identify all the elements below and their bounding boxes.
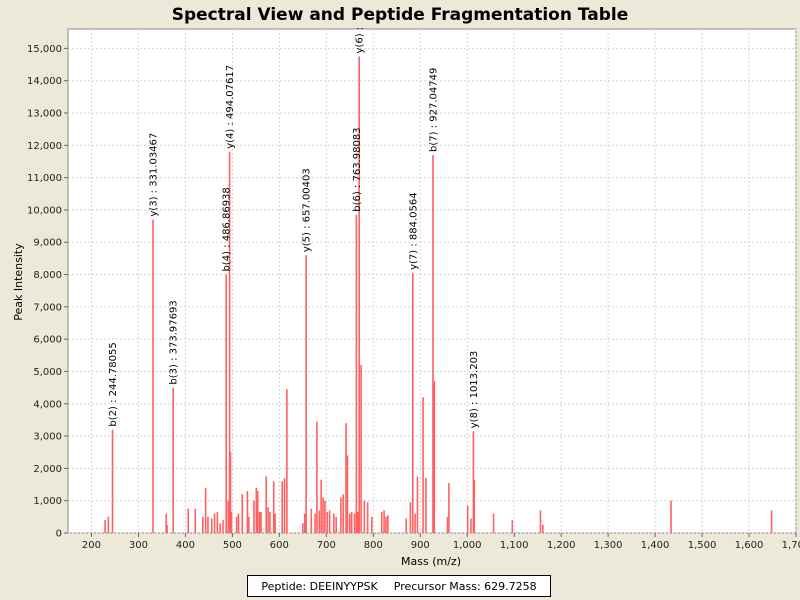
y-tick-label: 12,000	[27, 141, 62, 152]
y-tick-label: 14,000	[27, 76, 62, 87]
y-tick-label: 8,000	[33, 270, 62, 281]
x-tick-label: 800	[364, 540, 383, 551]
x-tick-label: 300	[129, 540, 148, 551]
y-tick-label: 13,000	[27, 109, 62, 120]
x-tick-label: 1,500	[688, 540, 717, 551]
peak-annotation: b(3) : 373.97693	[169, 300, 180, 384]
x-tick-label: 700	[317, 540, 336, 551]
y-tick-label: 0	[56, 529, 62, 540]
y-tick-label: 1,000	[33, 496, 62, 507]
y-tick-label: 11,000	[27, 173, 62, 184]
y-tick-label: 9,000	[33, 238, 62, 249]
peak-annotation: y(8) : 1013.203	[469, 351, 480, 429]
peak-annotation: b(2) : 244.78055	[108, 342, 119, 426]
y-tick-label: 7,000	[33, 302, 62, 313]
x-tick-label: 1,300	[594, 540, 623, 551]
x-tick-label: 900	[411, 540, 430, 551]
y-tick-label: 4,000	[33, 399, 62, 410]
y-tick-label: 15,000	[27, 44, 62, 55]
peak-annotation: y(3) : 331.03467	[149, 133, 160, 217]
peak-annotation: y(4) : 494.07617	[225, 65, 236, 149]
x-tick-label: 600	[270, 540, 289, 551]
gridlines	[68, 29, 797, 534]
x-axis-label: Mass (m/z)	[401, 555, 461, 568]
x-tick-label: 1,700	[782, 540, 800, 551]
chart-title: Spectral View and Peptide Fragmentation …	[172, 5, 629, 25]
y-tick-label: 3,000	[33, 432, 62, 443]
x-tick-label: 1,400	[641, 540, 670, 551]
x-tick-label: 1,200	[547, 540, 576, 551]
x-tick-label: 1,100	[500, 540, 529, 551]
peptide-label: Peptide: DEEINYYPSK	[261, 579, 378, 593]
peak-annotation: y(7) : 884.0564	[408, 192, 419, 270]
peak-annotation: b(4) : 486.86938	[222, 187, 233, 271]
y-tick-label: 5,000	[33, 367, 62, 378]
x-tick-label: 400	[176, 540, 195, 551]
x-tick-label: 1,000	[453, 540, 482, 551]
precursor-mass-label: Precursor Mass: 629.7258	[393, 579, 537, 593]
y-tick-label: 6,000	[33, 335, 62, 346]
peak-annotations: b(2) : 244.78055 y(3) : 331.03467 b(3) : 3…	[108, 27, 480, 428]
y-tick-label: 10,000	[27, 205, 62, 216]
peak-annotation: b(6) : 763.98083	[352, 127, 363, 211]
peak-series	[104, 56, 773, 533]
peak-annotation: y(5) : 657.00403	[302, 168, 313, 252]
y-tick-label: 2,000	[33, 464, 62, 475]
x-tick-label: 1,600	[735, 540, 764, 551]
y-axis-label: Peak Intensity	[12, 243, 25, 321]
legend: Peptide: DEEINYYPSK Precursor Mass: 629.…	[247, 575, 551, 597]
peak-annotation: b(7) : 927.04749	[428, 68, 439, 152]
x-tick-label: 500	[223, 540, 242, 551]
axes: 200 300 400 500 600 700 800 900 1,000 1,100 1,200 1…	[27, 44, 800, 551]
x-tick-label: 200	[82, 540, 101, 551]
peak-annotation: y(6) :	[355, 27, 366, 54]
